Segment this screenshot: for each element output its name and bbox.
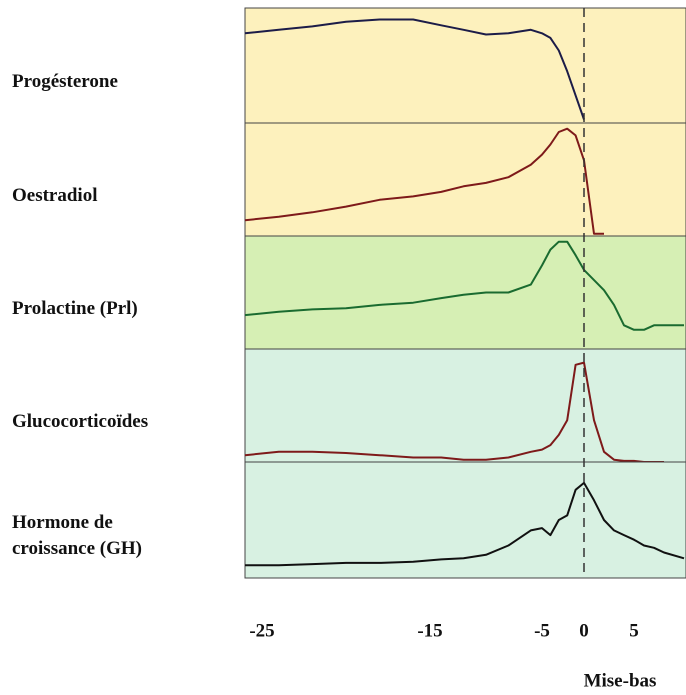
hormone-line: [244, 127, 604, 235]
panel: [244, 7, 686, 124]
hormone-line: [244, 240, 684, 331]
hormone-line: [244, 18, 585, 120]
x-axis-label: Mise-bas: [584, 670, 657, 691]
x-tick-label: -25: [249, 620, 274, 641]
series-label: Prolactine (Prl): [12, 297, 138, 319]
panel: [244, 348, 686, 463]
hormone-line: [245, 481, 685, 567]
series-label: Oestradiol: [12, 184, 98, 206]
x-tick-label: -5: [534, 620, 550, 641]
series-label: Glucocorticoïdes: [12, 410, 149, 432]
panel: [244, 461, 686, 579]
x-tick-label: -15: [417, 620, 442, 641]
series-label: Hormone de croissance (GH): [12, 512, 142, 559]
panel: [244, 122, 686, 237]
x-tick-label: 5: [629, 620, 639, 641]
series-label: Progésterone: [12, 70, 118, 92]
panel: [244, 235, 686, 350]
x-tick-label: 0: [579, 620, 589, 641]
hormone-line: [244, 361, 664, 463]
